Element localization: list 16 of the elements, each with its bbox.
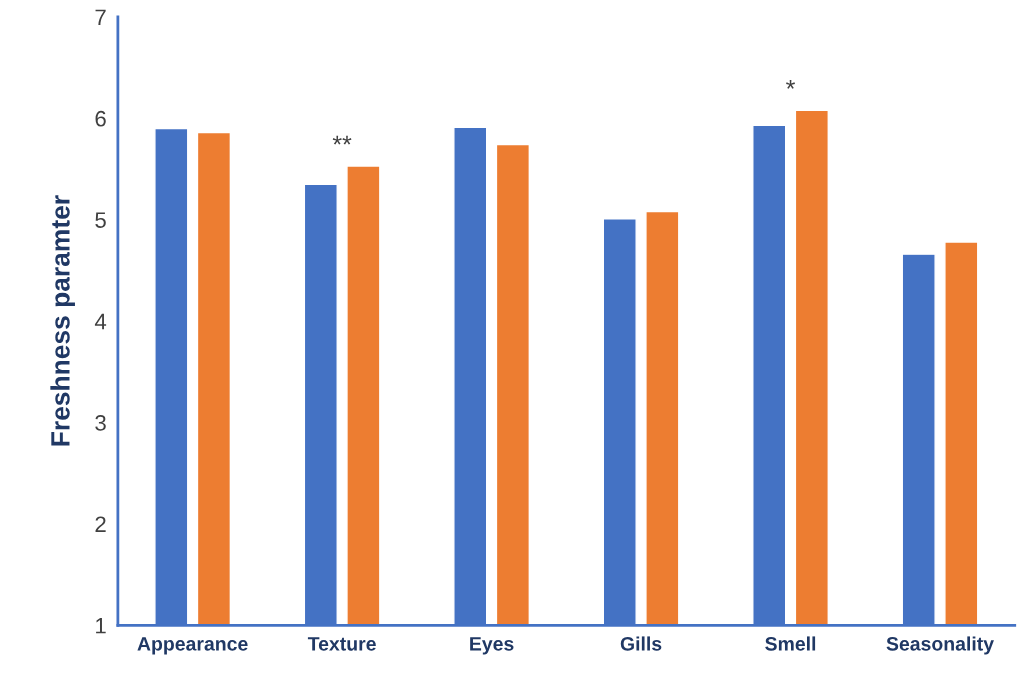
x-tick-label: Texture: [307, 637, 376, 651]
x-tick-label: Gills: [620, 636, 662, 651]
x-tick-label: Seasonality: [886, 636, 994, 655]
y-tick-label: 3: [95, 415, 106, 431]
y-tick-label: 5: [95, 212, 106, 228]
x-tick-label: Eyes: [470, 637, 514, 655]
annotation: **: [332, 135, 352, 145]
y-axis-title: Freshness paramter: [50, 195, 75, 446]
y-tick-label: 6: [95, 110, 106, 127]
y-tick-label: 1: [96, 618, 106, 634]
x-tick-label: Appearance: [137, 637, 248, 655]
y-tick-label: 7: [95, 9, 106, 25]
annotation: *: [786, 80, 796, 89]
y-tick-label: 2: [95, 516, 106, 532]
x-tick-label: Smell: [765, 636, 816, 651]
y-tick-label: 4: [94, 313, 107, 330]
